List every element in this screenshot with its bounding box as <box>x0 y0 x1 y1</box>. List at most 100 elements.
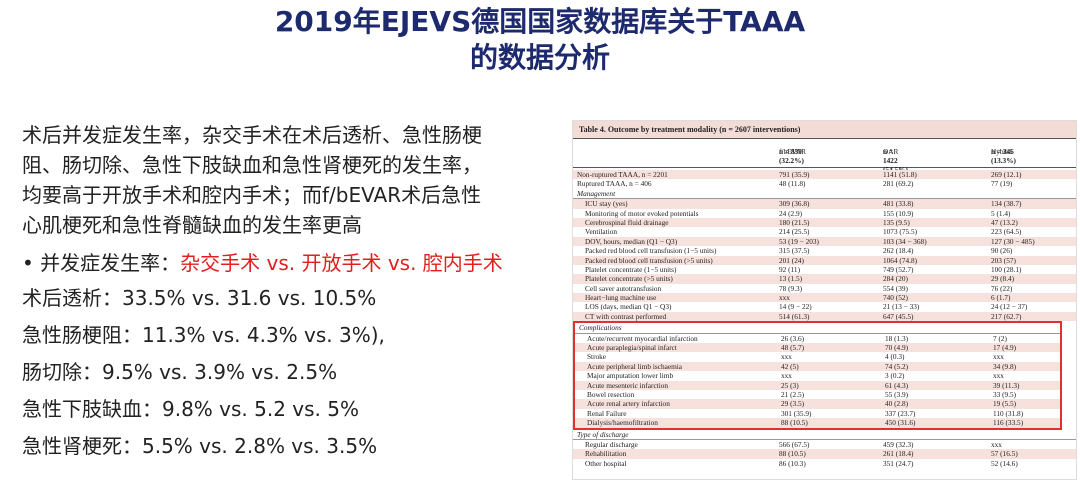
table-cell: 7 (2) <box>993 333 1007 343</box>
table-cell: 284 (20) <box>883 274 908 284</box>
table-cell: 223 (64.5) <box>991 227 1022 237</box>
summary-line: 术后并发症发生率，杂交手术在术后透析、急性肠梗 <box>22 123 482 147</box>
table-cell: 647 (45.5) <box>883 311 914 321</box>
table-cell: 17 (4.9) <box>993 343 1017 353</box>
column-n: n = 346 (13.3%) <box>991 147 1016 165</box>
table-cell: 13 (1.5) <box>779 274 803 284</box>
table-cell: 33 (9.5) <box>993 389 1017 399</box>
table-cell: 791 (35.9) <box>779 170 810 179</box>
table-row: Bowel resection 21 (2.5) 55 (3.9) 33 (9.5) <box>575 390 1060 399</box>
column-name: Hybrid <box>991 147 1012 156</box>
table-cell: Acute/recurrent myocardial infarction <box>587 333 698 343</box>
table-cell: Packed red blood cell transfusion (>5 un… <box>585 255 713 265</box>
table-cell: xxx <box>781 352 792 362</box>
table-cell: LOS (days, median Q1 − Q3) <box>585 302 672 312</box>
table-cell: 39 (11.3) <box>993 380 1020 390</box>
table-cell: 92 (11) <box>779 264 801 274</box>
table-cell: 88 (10.5) <box>779 449 806 459</box>
slide-title: 2019年EJEVS德国国家数据库关于TAAA 的数据分析 <box>0 4 1080 76</box>
table-row: Cerebrospinal fluid drainage 180 (21.5) 13… <box>573 217 1076 228</box>
table-cell: 203 (57) <box>991 255 1016 265</box>
table-row: Monitoring of motor evoked potentials 24 … <box>573 209 1076 218</box>
table-cell: 740 (52) <box>883 293 908 303</box>
table-cell: 18 (1.3) <box>885 333 909 343</box>
table-caption: Table 4. Outcome by treatment modality (… <box>573 121 1076 139</box>
table-cell: 301 (35.9) <box>781 408 812 418</box>
table-cell: 1141 (51.8) <box>883 170 917 179</box>
table-cell: 1064 (74.8) <box>883 255 918 265</box>
table-cell: 315 (37.5) <box>779 246 810 256</box>
table-cell: xxx <box>781 371 792 381</box>
table-row: Stroke xxx 4 (0.3) xxx <box>575 352 1060 361</box>
table-cell: Platelet concentrate (>5 units) <box>585 274 673 284</box>
table-cell: 514 (61.3) <box>779 311 810 321</box>
bullet-label: 并发症发生率： <box>40 251 181 275</box>
table-cell: 77 (19) <box>991 179 1013 189</box>
table-cell: 261 (18.4) <box>883 449 914 459</box>
table-cell: 217 (62.7) <box>991 311 1022 321</box>
table-cell: 52 (14.6) <box>991 458 1018 468</box>
table-cell: 24 (12 − 37) <box>991 302 1028 312</box>
table-row: Platelet concentrate (1−5 units) 92 (11) 7… <box>573 265 1076 274</box>
table-row: Other hospital 86 (10.3) 351 (24.7) 52 (14.… <box>573 459 1076 468</box>
table-cell: 459 (32.3) <box>883 439 914 449</box>
table-cell: 127 (30 − 485) <box>991 236 1035 246</box>
table-cell: 201 (24) <box>779 255 804 265</box>
table-cell: Rehabilitation <box>585 449 627 459</box>
table-row: Ruptured TAAA, n = 406 48 (11.8) 281 (69.2… <box>573 179 1076 188</box>
table-cell: 21 (2.5) <box>781 389 805 399</box>
table-cell: Monitoring of motor evoked potentials <box>585 208 699 218</box>
table-cell: Packed red blood cell transfusion (1−5 u… <box>585 246 717 256</box>
table-cell: 57 (16.5) <box>991 449 1018 459</box>
summary-item: 术后透析：33.5% vs. 31.6 vs. 10.5% <box>22 286 377 310</box>
table-cell: 214 (25.5) <box>779 227 810 237</box>
table-cell: 90 (26) <box>991 246 1013 256</box>
row-group: Type of discharge Regular discharge 566 (6… <box>573 430 1076 469</box>
table-row: DOV, hours, median (Q1 − Q3) 53 (19 − 203… <box>573 236 1076 247</box>
summary: 术后并发症发生率，杂交手术在术后透析、急性肠梗 阻、肠切除、急性下肢缺血和急性肾… <box>22 120 562 465</box>
table-cell: 749 (52.7) <box>883 264 914 274</box>
table-cell: 269 (12.1) <box>991 170 1022 179</box>
table-cell: 337 (23.7) <box>885 408 916 418</box>
table-cell: ICU stay (yes) <box>585 199 628 209</box>
summary-item: 肠切除：9.5% vs. 3.9% vs. 2.5% <box>22 360 338 384</box>
table-cell: 42 (5) <box>781 361 799 371</box>
table-cell: xxx <box>779 293 790 303</box>
table-cell: xxx <box>993 352 1004 362</box>
table-cell: Acute mesenteric infarction <box>587 380 669 390</box>
table-cell: 25 (3) <box>781 380 799 390</box>
table-cell: 21 (13 − 33) <box>883 302 920 312</box>
table-cell: Heart−lung machine use <box>585 293 657 303</box>
table-cell: xxx <box>993 371 1004 381</box>
table-cell: Ventilation <box>585 227 618 237</box>
table-cell: 24 (2.9) <box>779 208 803 218</box>
table-row: Cell saver autotransfusion 78 (9.3) 554 (3… <box>573 284 1076 293</box>
summary-line: 心肌梗死和急性脊髓缺血的发生率更高 <box>22 213 362 237</box>
table-cell: 74 (5.2) <box>885 361 909 371</box>
table: Table 4. Outcome by treatment modality (… <box>572 120 1077 480</box>
table-cell: Acute paraplegia/spinal infarct <box>587 343 677 353</box>
table-cell: Non-ruptured TAAA, n = 2201 <box>577 170 668 179</box>
bullet: • 并发症发生率：杂交手术 vs. 开放手术 vs. 腔内手术 <box>22 246 562 280</box>
table-cell: 3 (0.2) <box>885 371 905 381</box>
table-row: Platelet concentrate (>5 units) 13 (1.5) 2… <box>573 274 1076 284</box>
table-row: Packed red blood cell transfusion (1−5 u… <box>573 246 1076 255</box>
table-cell: 135 (9.5) <box>883 217 910 227</box>
table-cell: 4 (0.3) <box>885 352 905 362</box>
table-cell: xxx <box>991 439 1002 449</box>
summary-item: 急性肾梗死：5.5% vs. 2.8% vs. 3.5% <box>22 434 378 458</box>
table-row: ICU stay (yes) 309 (36.8) 481 (33.8) 134 (3… <box>573 199 1076 209</box>
table-row: Major amputation lower limb xxx 3 (0.2) xxx <box>575 371 1060 380</box>
table-row: Rehabilitation 88 (10.5) 261 (18.4) 57 (16.… <box>573 449 1076 459</box>
title-line: 的数据分析 <box>469 41 610 74</box>
table-cell: Renal Failure <box>587 408 627 418</box>
table-cell: 262 (18.4) <box>883 246 914 256</box>
table-cell: 103 (34 − 368) <box>883 236 927 246</box>
table-cell: 566 (67.5) <box>779 439 810 449</box>
table-row: Packed red blood cell transfusion (>5 un… <box>573 255 1076 265</box>
table-row: Regular discharge 566 (67.5) 459 (32.3) xxx <box>573 440 1076 449</box>
summary-item: 急性下肢缺血：9.8% vs. 5.2 vs. 5% <box>22 397 360 421</box>
row-group: Management ICU stay (yes) 309 (36.8) 481 (3… <box>573 189 1076 322</box>
table-cell: 26 (3.6) <box>781 333 805 343</box>
